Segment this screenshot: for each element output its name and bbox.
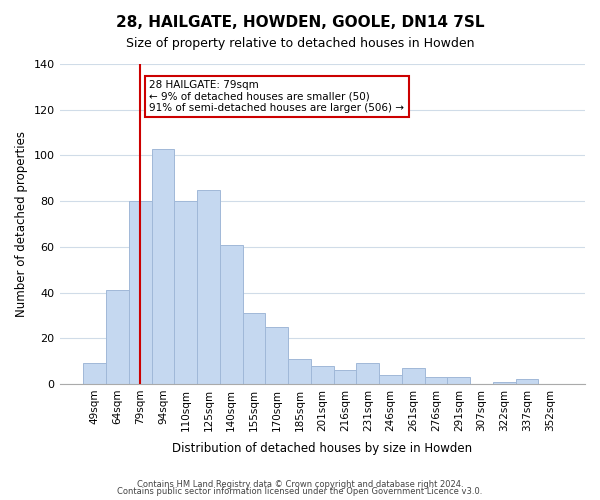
Bar — [152, 148, 175, 384]
Text: 28 HAILGATE: 79sqm
← 9% of detached houses are smaller (50)
91% of semi-detached: 28 HAILGATE: 79sqm ← 9% of detached hous… — [149, 80, 404, 113]
Bar — [106, 290, 129, 384]
Y-axis label: Number of detached properties: Number of detached properties — [15, 131, 28, 317]
Text: Contains public sector information licensed under the Open Government Licence v3: Contains public sector information licen… — [118, 488, 482, 496]
Text: 28, HAILGATE, HOWDEN, GOOLE, DN14 7SL: 28, HAILGATE, HOWDEN, GOOLE, DN14 7SL — [116, 15, 484, 30]
Text: Contains HM Land Registry data © Crown copyright and database right 2024.: Contains HM Land Registry data © Crown c… — [137, 480, 463, 489]
Bar — [265, 327, 288, 384]
Bar — [356, 364, 379, 384]
Bar — [288, 359, 311, 384]
Bar — [197, 190, 220, 384]
Bar — [220, 244, 242, 384]
Bar — [493, 382, 515, 384]
Bar — [379, 375, 402, 384]
Text: Size of property relative to detached houses in Howden: Size of property relative to detached ho… — [126, 38, 474, 51]
Bar — [425, 377, 448, 384]
Bar — [311, 366, 334, 384]
Bar — [402, 368, 425, 384]
Bar — [448, 377, 470, 384]
Bar — [129, 201, 152, 384]
Bar — [175, 201, 197, 384]
Bar — [515, 380, 538, 384]
Bar — [242, 313, 265, 384]
X-axis label: Distribution of detached houses by size in Howden: Distribution of detached houses by size … — [172, 442, 472, 455]
Bar — [83, 364, 106, 384]
Bar — [334, 370, 356, 384]
